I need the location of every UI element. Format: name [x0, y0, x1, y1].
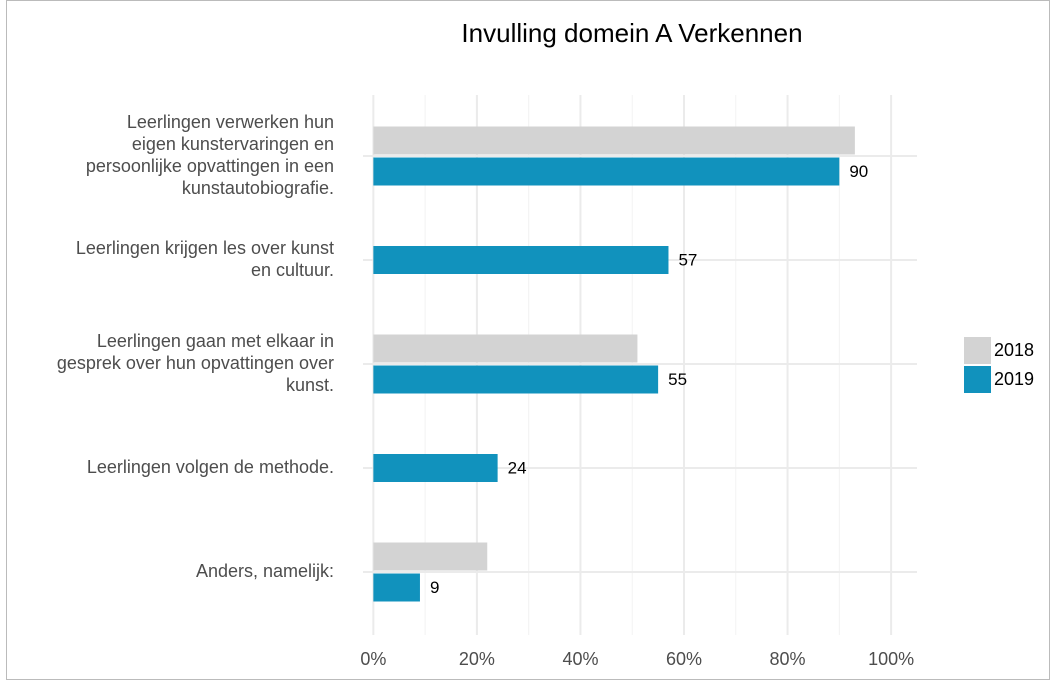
legend-label: 2018 [994, 340, 1034, 360]
data-label: 24 [508, 458, 527, 477]
bar [373, 126, 855, 155]
data-label: 57 [678, 250, 697, 269]
y-tick-label: Leerlingen volgen de methode. [87, 457, 334, 477]
legend-swatch [964, 337, 991, 364]
bar [373, 246, 669, 274]
bar [373, 334, 638, 363]
bar [373, 454, 498, 482]
x-tick-label: 0% [360, 649, 386, 669]
y-tick-label: Leerlingen gaan met elkaar in [97, 331, 334, 351]
y-tick-label: kunstautobiografie. [182, 178, 334, 198]
x-tick-label: 80% [770, 649, 806, 669]
data-label: 90 [849, 162, 868, 181]
y-tick-label: en cultuur. [251, 260, 334, 280]
y-tick-label: persoonlijke opvattingen in een [86, 156, 334, 176]
x-tick-label: 20% [459, 649, 495, 669]
x-tick-label: 100% [868, 649, 914, 669]
y-tick-label: Leerlingen verwerken hun [127, 112, 334, 132]
bar [373, 157, 840, 186]
bar [373, 573, 420, 602]
legend-swatch [964, 366, 991, 393]
y-tick-label: Leerlingen krijgen les over kunst [76, 238, 334, 258]
y-tick-label: Anders, namelijk: [196, 561, 334, 581]
chart-title: Invulling domein A Verkennen [461, 18, 802, 48]
x-tick-label: 40% [562, 649, 598, 669]
y-tick-label: eigen kunstervaringen en [132, 134, 334, 154]
y-tick-label: gesprek over hun opvattingen over [57, 353, 334, 373]
data-label: 55 [668, 370, 687, 389]
x-tick-label: 60% [666, 649, 702, 669]
bar [373, 542, 488, 571]
bar [373, 365, 659, 394]
data-label: 9 [430, 578, 439, 597]
legend-label: 2019 [994, 369, 1034, 389]
y-tick-label: kunst. [286, 375, 334, 395]
